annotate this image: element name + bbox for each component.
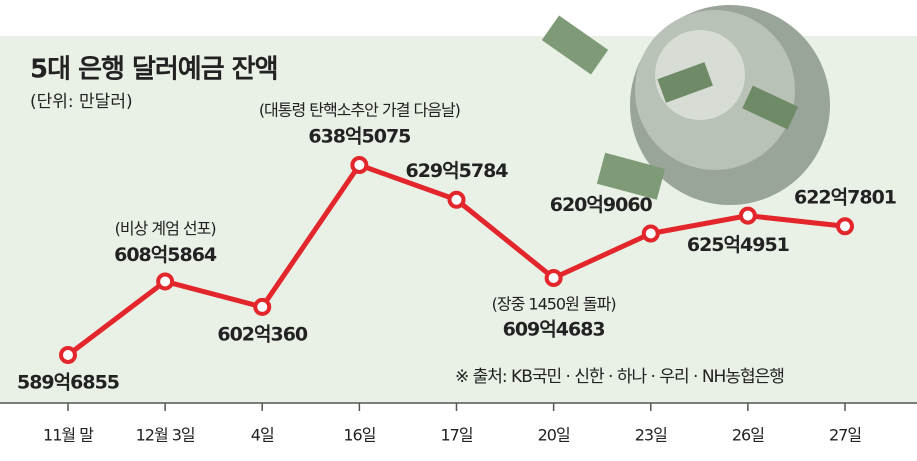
value-label: 608억5864 [114, 244, 217, 266]
marker [156, 272, 175, 291]
x-tick-label: 12월 3일 [136, 426, 195, 445]
value-label: 625억4951 [687, 234, 789, 256]
x-tick-label: 16일 [343, 426, 375, 445]
chart-title: 5대 은행 달러예금 잔액 [30, 55, 278, 85]
marker [59, 346, 77, 364]
value-label: 620억9060 [550, 194, 653, 216]
marker [544, 269, 563, 288]
marker [641, 224, 660, 243]
annotation: (비상 계엄 선포) [115, 219, 216, 238]
annotation: (대통령 탄핵소추안 가결 다음날) [259, 101, 460, 120]
x-tick-label: 4일 [251, 426, 274, 445]
money-illustration [541, 5, 830, 205]
value-label: 609억4683 [503, 319, 605, 341]
value-label: 638억5075 [308, 126, 410, 148]
marker [350, 156, 369, 174]
x-tick-label: 20일 [538, 426, 570, 445]
marker [447, 190, 466, 209]
x-tick-label: 26일 [732, 426, 764, 445]
marker [738, 206, 757, 225]
value-label: 629억5784 [405, 160, 508, 182]
source: ※ 출처: KB국민 · 신한 · 하나 · 우리 · NH농협은행 [455, 367, 784, 387]
value-label: 602억360 [217, 323, 308, 345]
marker [836, 217, 854, 236]
value-label: 589억6855 [17, 372, 119, 394]
x-tick-label: 11월 말 [43, 426, 94, 445]
annotation: (장중 1450원 돌파) [492, 295, 616, 314]
x-tick-label: 23일 [635, 426, 667, 445]
x-tick-label: 17일 [440, 426, 472, 445]
value-label: 622억7801 [794, 187, 896, 209]
marker [253, 297, 272, 316]
x-tick-label: 27일 [829, 426, 861, 445]
chart-subtitle: (단위: 만달러) [30, 92, 133, 112]
